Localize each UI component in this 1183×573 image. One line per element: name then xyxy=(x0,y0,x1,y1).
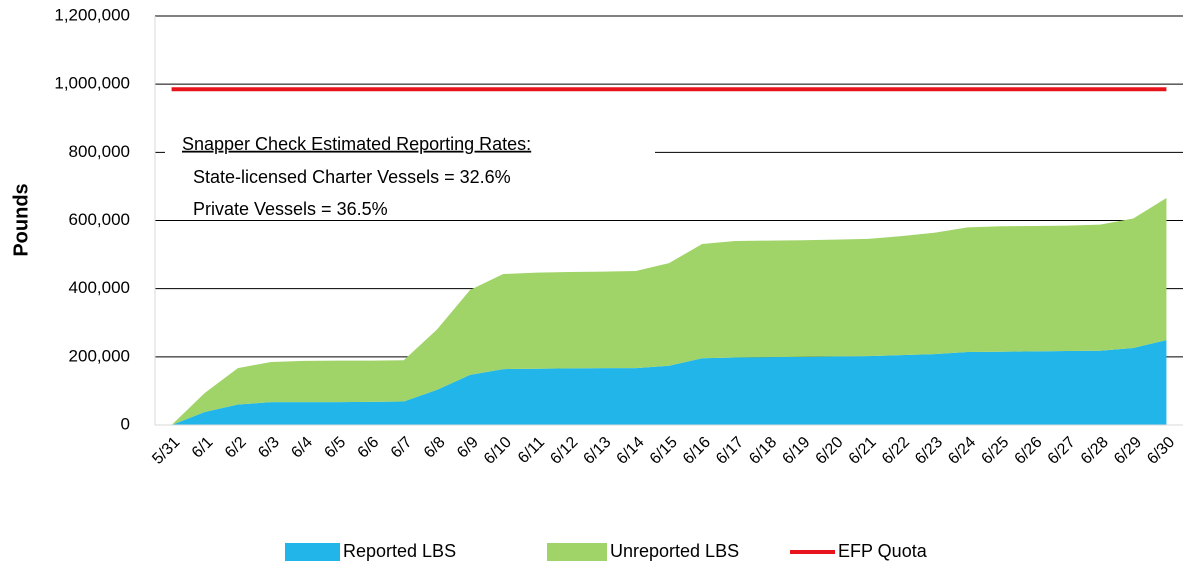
x-tick-label: 6/3 xyxy=(255,434,283,462)
x-tick-label: 6/30 xyxy=(1144,434,1178,468)
legend-swatch xyxy=(547,543,607,561)
area xyxy=(171,340,1167,425)
x-tick-label: 6/1 xyxy=(189,434,217,462)
x-tick-label: 6/14 xyxy=(614,434,648,468)
x-tick-label: 6/4 xyxy=(288,434,316,462)
legend-label: EFP Quota xyxy=(838,541,928,561)
y-tick-label: 1,200,000 xyxy=(54,5,130,24)
x-tick-label: 6/18 xyxy=(746,434,780,468)
annotation-box xyxy=(165,125,655,217)
x-tick-label: 6/23 xyxy=(912,434,946,468)
x-tick-label: 6/29 xyxy=(1111,434,1145,468)
annotation: Snapper Check Estimated Reporting Rates: xyxy=(182,134,531,154)
y-tick-label: 400,000 xyxy=(69,278,130,297)
x-tick-label: 6/13 xyxy=(580,434,614,468)
area xyxy=(171,198,1167,425)
y-tick-label: 600,000 xyxy=(69,210,130,229)
x-tick-label: 6/16 xyxy=(680,434,714,468)
x-tick-label: 6/8 xyxy=(421,434,449,462)
x-tick-label: 6/27 xyxy=(1045,434,1079,468)
x-tick-label: 5/31 xyxy=(149,434,183,468)
x-tick-label: 6/7 xyxy=(388,434,416,462)
x-tick-label: 6/15 xyxy=(647,434,681,468)
x-tick-label: 6/26 xyxy=(1012,434,1046,468)
y-tick-label: 200,000 xyxy=(69,346,130,365)
y-tick-label: 800,000 xyxy=(69,142,130,161)
y-axis-label: Pounds xyxy=(10,183,32,256)
x-tick-label: 6/9 xyxy=(454,434,482,462)
y-tick-label: 0 xyxy=(121,414,130,433)
y-tick-label: 1,000,000 xyxy=(54,74,130,93)
x-tick-label: 6/19 xyxy=(779,434,813,468)
x-tick-label: 6/5 xyxy=(321,434,349,462)
x-tick-label: 6/6 xyxy=(355,434,383,462)
x-tick-label: 6/2 xyxy=(222,434,250,462)
x-tick-label: 6/24 xyxy=(945,434,979,468)
x-tick-label: 6/11 xyxy=(515,434,548,467)
annotation: Private Vessels = 36.5% xyxy=(193,199,388,219)
legend-swatch xyxy=(285,543,340,561)
x-tick-label: 6/28 xyxy=(1078,434,1112,468)
x-tick-label: 6/21 xyxy=(846,434,880,468)
x-tick-label: 6/20 xyxy=(813,434,847,468)
legend-label: Unreported LBS xyxy=(610,541,739,561)
x-tick-label: 6/10 xyxy=(481,434,515,468)
annotation: State-licensed Charter Vessels = 32.6% xyxy=(193,167,511,187)
x-tick-label: 6/17 xyxy=(713,434,747,468)
x-tick-label: 6/25 xyxy=(978,434,1012,468)
legend-label: Reported LBS xyxy=(343,541,456,561)
x-tick-label: 6/22 xyxy=(879,434,913,468)
x-tick-label: 6/12 xyxy=(547,434,581,468)
